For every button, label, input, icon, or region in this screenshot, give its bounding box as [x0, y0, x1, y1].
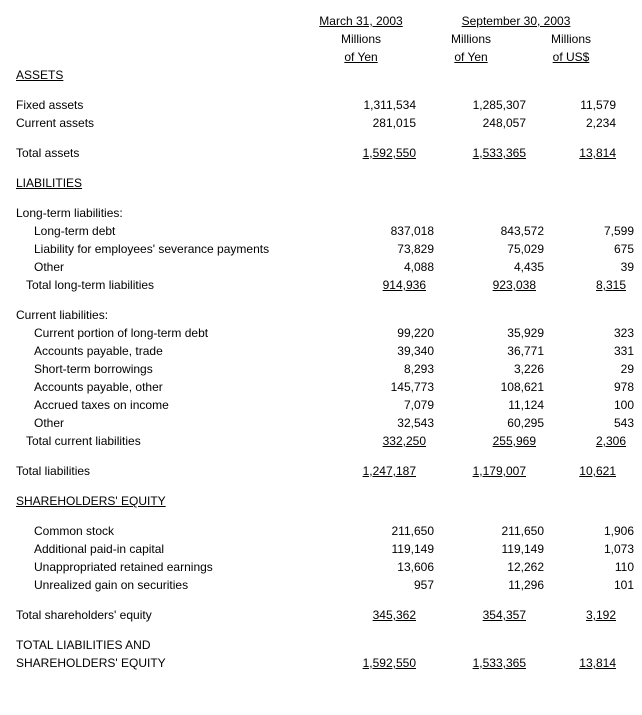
date-col2: September 30, 2003 [416, 12, 616, 30]
row-lt-debt: Long-term debt 837,018 843,572 7,599 [16, 222, 626, 240]
row-cl-st-borrow: Short-term borrowings 8,293 3,226 29 [16, 360, 626, 378]
row-eq-common: Common stock 211,650 211,650 1,906 [16, 522, 626, 540]
header-units-l1: Millions Millions Millions [16, 30, 626, 48]
row-eq-total: Total shareholders' equity 345,362 354,3… [16, 606, 626, 624]
header-dates: March 31, 2003 September 30, 2003 [16, 12, 626, 30]
lt-header: Long-term liabilities: [16, 204, 306, 222]
row-eq-retained: Unappropriated retained earnings 13,606 … [16, 558, 626, 576]
section-liabilities: LIABILITIES [16, 174, 306, 192]
row-cl-other: Other 32,543 60,295 543 [16, 414, 626, 432]
header-units-l2: of Yen of Yen of US$ [16, 48, 626, 66]
row-total-liabilities: Total liabilities 1,247,187 1,179,007 10… [16, 462, 626, 480]
row-cl-portion: Current portion of long-term debt 99,220… [16, 324, 626, 342]
row-total-assets: Total assets 1,592,550 1,533,365 13,814 [16, 144, 626, 162]
row-cl-ap-trade: Accounts payable, trade 39,340 36,771 33… [16, 342, 626, 360]
row-fixed-assets: Fixed assets 1,311,534 1,285,307 11,579 [16, 96, 626, 114]
section-equity: SHAREHOLDERS' EQUITY [16, 492, 306, 510]
row-current-assets: Current assets 281,015 248,057 2,234 [16, 114, 626, 132]
row-cl-ap-other: Accounts payable, other 145,773 108,621 … [16, 378, 626, 396]
row-lt-other: Other 4,088 4,435 39 [16, 258, 626, 276]
section-assets: ASSETS [16, 66, 306, 84]
row-cl-total: Total current liabilities 332,250 255,96… [16, 432, 626, 450]
row-eq-paidin: Additional paid-in capital 119,149 119,1… [16, 540, 626, 558]
cl-header: Current liabilities: [16, 306, 306, 324]
row-eq-gain: Unrealized gain on securities 957 11,296… [16, 576, 626, 594]
total-lia-eq-l1: TOTAL LIABILITIES AND [16, 636, 306, 654]
row-cl-tax: Accrued taxes on income 7,079 11,124 100 [16, 396, 626, 414]
date-col1: March 31, 2003 [306, 12, 416, 30]
row-lt-total: Total long-term liabilities 914,936 923,… [16, 276, 626, 294]
row-grand-total: SHAREHOLDERS' EQUITY 1,592,550 1,533,365… [16, 654, 626, 672]
row-lt-severance: Liability for employees' severance payme… [16, 240, 626, 258]
